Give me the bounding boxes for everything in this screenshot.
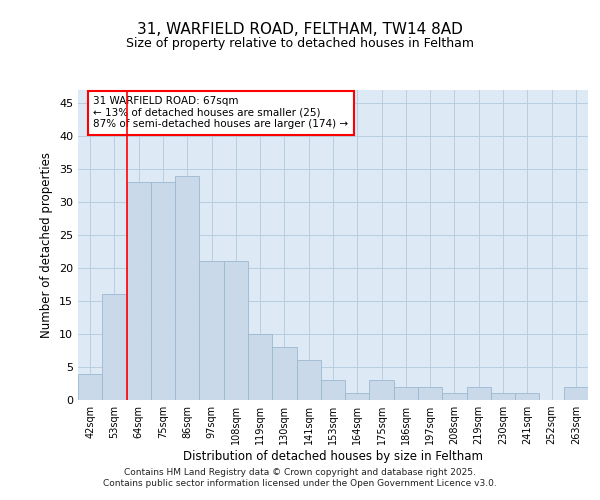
Bar <box>102 294 127 400</box>
Bar <box>467 387 491 400</box>
Bar <box>321 380 345 400</box>
Text: Size of property relative to detached houses in Feltham: Size of property relative to detached ho… <box>126 38 474 51</box>
Bar <box>370 380 394 400</box>
Text: 31, WARFIELD ROAD, FELTHAM, TW14 8AD: 31, WARFIELD ROAD, FELTHAM, TW14 8AD <box>137 22 463 38</box>
Bar <box>345 394 370 400</box>
Bar <box>394 387 418 400</box>
Bar <box>491 394 515 400</box>
Bar <box>151 182 175 400</box>
Text: 31 WARFIELD ROAD: 67sqm
← 13% of detached houses are smaller (25)
87% of semi-de: 31 WARFIELD ROAD: 67sqm ← 13% of detache… <box>94 96 349 130</box>
Bar <box>564 387 588 400</box>
Text: Contains HM Land Registry data © Crown copyright and database right 2025.
Contai: Contains HM Land Registry data © Crown c… <box>103 468 497 487</box>
Bar <box>515 394 539 400</box>
Bar <box>272 347 296 400</box>
X-axis label: Distribution of detached houses by size in Feltham: Distribution of detached houses by size … <box>183 450 483 463</box>
Bar <box>442 394 467 400</box>
Bar <box>418 387 442 400</box>
Bar <box>78 374 102 400</box>
Bar <box>224 262 248 400</box>
Bar <box>296 360 321 400</box>
Bar <box>199 262 224 400</box>
Bar <box>175 176 199 400</box>
Y-axis label: Number of detached properties: Number of detached properties <box>40 152 53 338</box>
Bar <box>248 334 272 400</box>
Bar <box>127 182 151 400</box>
